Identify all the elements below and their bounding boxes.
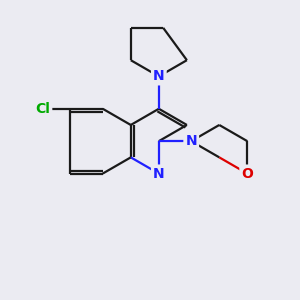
Text: O: O bbox=[242, 167, 253, 181]
Text: N: N bbox=[153, 167, 165, 181]
Text: N: N bbox=[185, 134, 197, 148]
Text: Cl: Cl bbox=[35, 102, 50, 116]
Text: N: N bbox=[153, 69, 165, 83]
